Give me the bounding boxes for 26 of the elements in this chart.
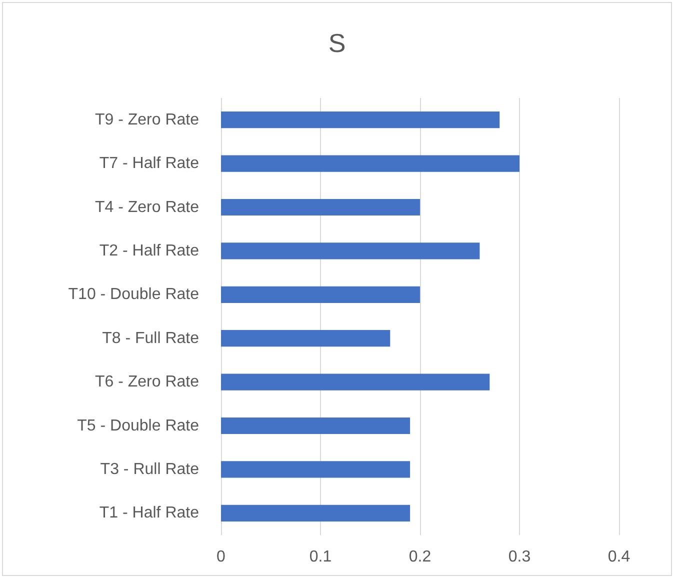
y-tick-label: T7 - Half Rate	[99, 155, 200, 172]
chart-title: S	[328, 28, 346, 58]
x-tick-label: 0.2	[408, 548, 432, 566]
bar	[221, 417, 410, 434]
bar	[221, 286, 420, 303]
bar	[221, 461, 410, 478]
y-tick-label: T5 - Double Rate	[77, 417, 200, 434]
x-tick-label: 0	[216, 548, 226, 566]
bar	[221, 112, 500, 128]
bar	[221, 374, 490, 390]
y-tick-label: T6 - Zero Rate	[94, 374, 200, 391]
y-tick-label: T4 - Zero Rate	[94, 198, 200, 216]
bar	[221, 242, 480, 260]
bar	[221, 155, 520, 172]
x-tick-label: 0.1	[309, 548, 332, 566]
bar	[221, 330, 390, 347]
y-tick-label: T9 - Zero Rate	[94, 111, 200, 128]
bar	[221, 504, 410, 522]
y-tick-label: T8 - Full Rate	[102, 330, 200, 347]
x-tick-label: 0.3	[508, 548, 531, 566]
y-tick-label: T10 - Double Rate	[68, 286, 200, 304]
y-tick-label: T1 - Half Rate	[99, 504, 200, 522]
bar	[221, 198, 420, 216]
y-tick-label: T3 - Rull Rate	[100, 460, 200, 478]
x-tick-label: 0.4	[608, 548, 630, 566]
y-tick-label: T2 - Half Rate	[99, 242, 200, 260]
